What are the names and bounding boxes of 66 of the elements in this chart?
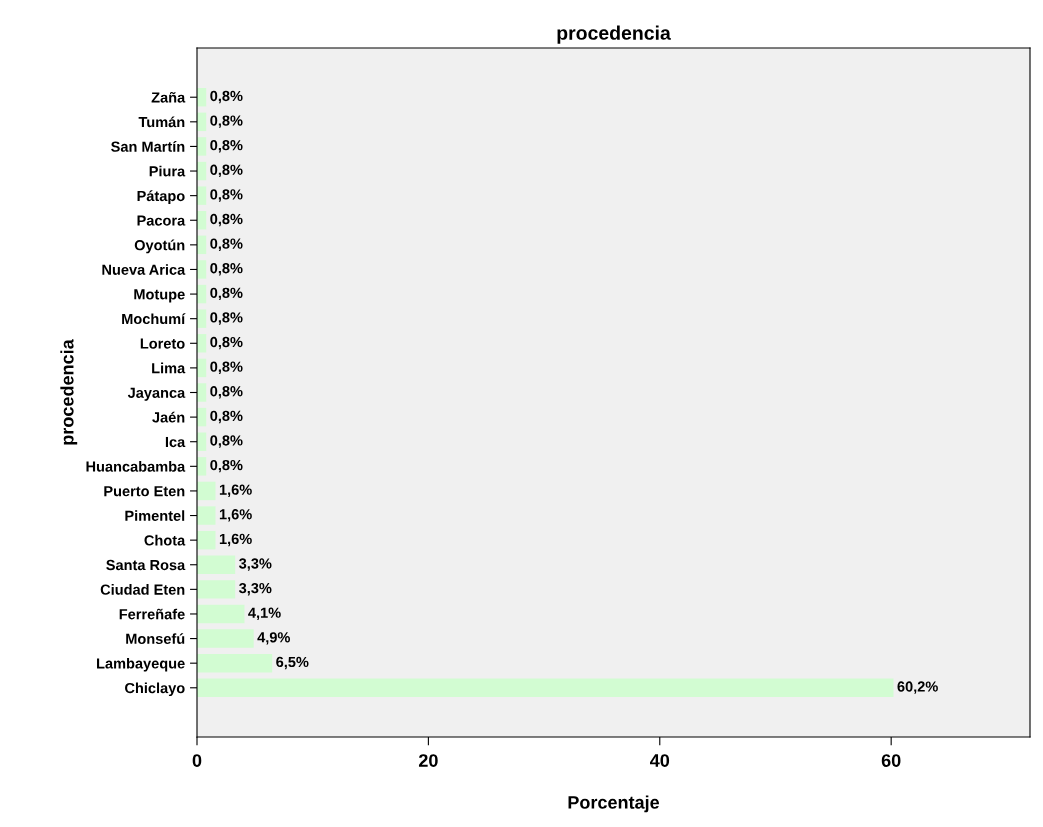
y-tick-label: Jaén	[152, 411, 185, 423]
y-tick-label: San Martín	[111, 141, 185, 152]
data-label: 1,6%	[219, 509, 252, 522]
y-tick-label: Santa Rosa	[106, 559, 186, 571]
bar	[197, 580, 236, 599]
y-tick-label: Ica	[165, 436, 186, 448]
x-axis-title: Porcentaje	[568, 795, 660, 813]
chart-title: procedencia	[557, 25, 671, 44]
y-tick-label: Ciudad Eten	[100, 584, 185, 595]
y-tick-label: Motupe	[134, 289, 185, 303]
data-label: 6,5%	[276, 656, 309, 670]
data-label: 0,8%	[210, 336, 243, 350]
y-tick-label: Mochumí	[122, 313, 186, 325]
bar	[197, 604, 245, 624]
y-tick-label: Monsefú	[126, 633, 185, 644]
data-label: 0,8%	[210, 361, 243, 374]
data-label: 3,3%	[238, 558, 272, 571]
bar	[197, 629, 254, 648]
y-tick-label: Zaña	[151, 91, 186, 103]
y-tick-label: Ferreñafe	[119, 608, 185, 620]
x-tick-label: 20	[418, 754, 438, 767]
y-tick-label: Jayanca	[127, 387, 186, 401]
y-tick-label: Piura	[149, 165, 186, 177]
data-label: 0,8%	[210, 140, 243, 153]
data-label: 0,8%	[210, 115, 243, 128]
data-label: 0,8%	[210, 263, 243, 276]
y-tick-label: Puerto Eten	[104, 486, 185, 497]
data-label: 0,8%	[210, 435, 243, 448]
data-label: 4,1%	[248, 607, 281, 620]
y-tick-label: Lima	[152, 362, 186, 374]
bar	[197, 506, 216, 525]
y-tick-label: Lambayeque	[97, 657, 185, 672]
y-tick-label: Loreto	[140, 338, 185, 349]
data-label: 60,2%	[897, 681, 938, 694]
data-label: 1,6%	[219, 533, 252, 547]
data-label: 0,8%	[210, 213, 243, 227]
data-label: 0,8%	[210, 287, 243, 301]
y-tick-label: Oyotún	[134, 239, 185, 254]
data-label: 0,8%	[210, 312, 243, 325]
x-tick-label: 0	[192, 754, 202, 767]
data-label: 0,8%	[210, 459, 243, 473]
data-label: 3,3%	[238, 582, 272, 596]
y-tick-label: Tumán	[138, 116, 185, 128]
data-label: 0,8%	[210, 238, 243, 251]
data-label: 0,8%	[210, 386, 243, 399]
bar	[197, 481, 216, 501]
data-label: 1,6%	[219, 484, 252, 497]
bar	[197, 555, 236, 574]
y-tick-label: Nueva Arica	[102, 264, 186, 275]
y-tick-label: Pacora	[137, 215, 186, 226]
x-tick-label: 60	[881, 754, 901, 767]
data-label: 4,9%	[257, 632, 291, 645]
y-tick-label: Chiclayo	[125, 682, 185, 697]
data-label: 0,8%	[210, 164, 243, 178]
y-tick-label: Pimentel	[125, 510, 185, 521]
data-label: 0,8%	[210, 189, 243, 202]
y-tick-label: Chota	[144, 534, 186, 546]
y-tick-label: Huancabamba	[86, 461, 186, 472]
y-tick-label: Pátapo	[137, 190, 185, 205]
data-label: 0,8%	[210, 410, 243, 424]
bar	[197, 653, 273, 673]
y-axis-title: procedencia	[60, 339, 78, 445]
x-tick-label: 40	[650, 754, 670, 767]
bar	[197, 678, 894, 698]
bar	[197, 530, 216, 550]
data-label: 0,8%	[210, 90, 243, 104]
